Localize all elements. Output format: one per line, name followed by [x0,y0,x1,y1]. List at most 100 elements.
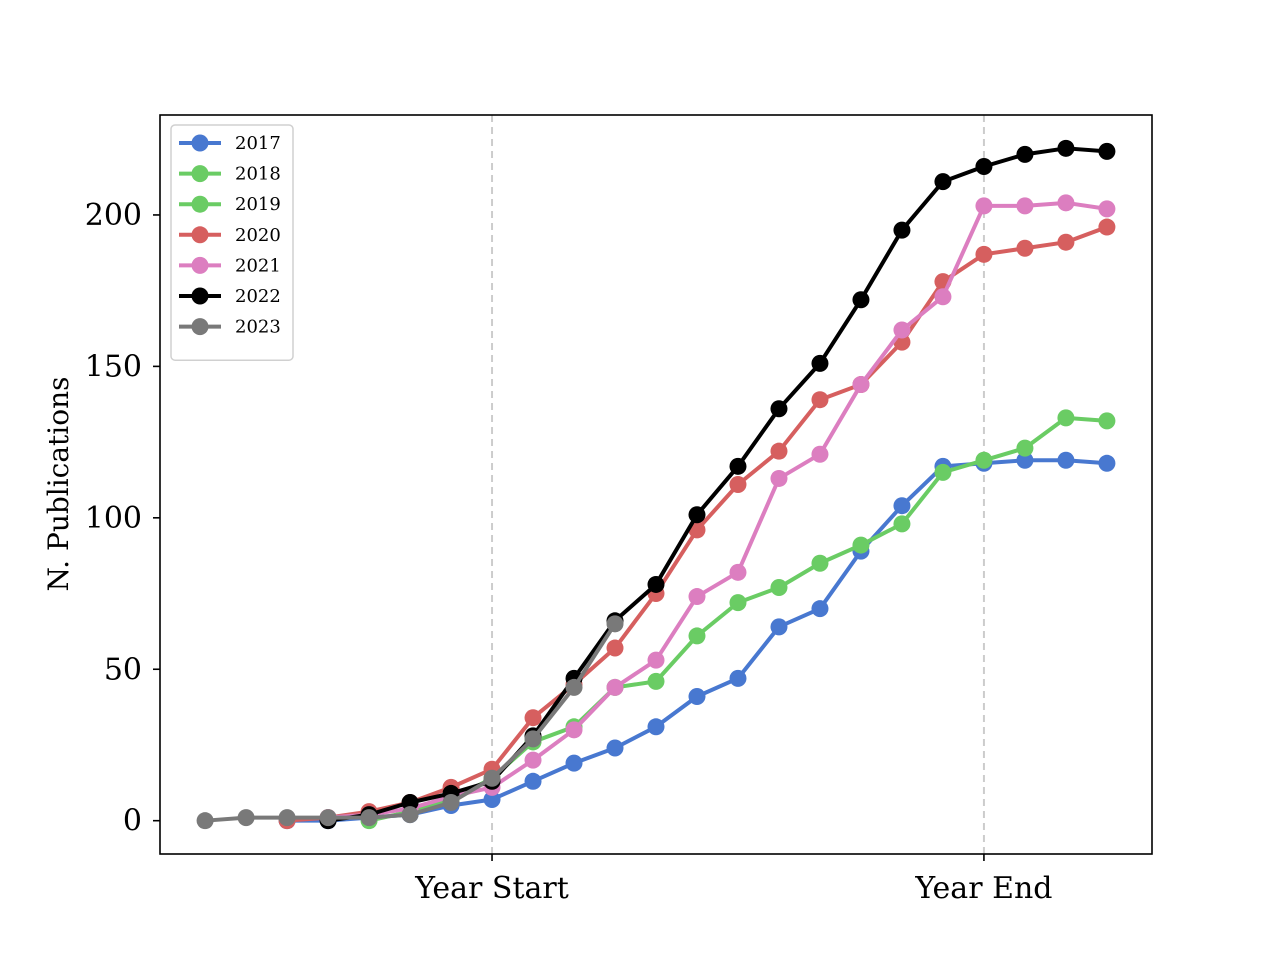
data-point-2017 [1057,451,1075,469]
data-point-2022 [647,575,665,593]
y-axis: 0 50 100 150 200 [85,198,160,839]
data-point-2017 [606,739,624,757]
data-point-2023 [196,812,214,830]
data-point-2023 [524,730,542,748]
data-point-2019 [934,463,952,481]
legend-label: 2017 [235,133,281,154]
data-point-2017 [483,790,501,808]
data-point-2022 [893,221,911,239]
data-point-2021 [565,721,583,739]
data-point-2022 [1098,142,1116,160]
legend-marker [191,134,209,152]
data-point-2020 [975,245,993,263]
data-point-2023 [606,615,624,633]
data-point-2021 [1016,197,1034,215]
series-line-2021 [327,200,1108,820]
data-point-2021 [688,588,706,606]
data-point-2021 [729,563,747,581]
data-point-2017 [647,718,665,736]
data-point-2020 [770,442,788,460]
legend-label: 2020 [235,225,281,246]
data-point-2021 [975,197,993,215]
data-point-2020 [811,391,829,409]
data-point-2020 [1057,233,1075,251]
data-point-2021 [524,751,542,769]
data-point-2022 [852,291,870,309]
data-point-2017 [1098,454,1116,472]
plot-frame [159,114,1153,855]
legend-item-2019: 2019 [179,194,281,215]
data-point-2023 [483,769,501,787]
legend-label: 2023 [235,317,281,338]
legend-label: 2022 [235,286,281,307]
data-point-2019 [647,672,665,690]
y-axis-label: N. Publications [42,376,75,591]
series-2021 [319,194,1116,827]
data-point-2019 [852,536,870,554]
y-tick-label: 50 [104,652,142,687]
data-point-2022 [401,794,419,812]
series-2020 [278,218,1116,830]
data-point-2020 [1098,218,1116,236]
data-point-2023 [565,678,583,696]
data-point-2019 [770,578,788,596]
data-point-2021 [893,321,911,339]
data-point-2019 [975,451,993,469]
y-tick-label: 150 [85,349,142,384]
data-point-2022 [1016,145,1034,163]
data-point-2017 [729,669,747,687]
data-point-2023 [278,809,296,827]
data-point-2017 [688,688,706,706]
x-tick-label: Year End [914,871,1052,906]
series-layer [196,139,1116,830]
legend-marker [191,318,209,336]
data-point-2023 [360,809,378,827]
data-point-2020 [729,476,747,493]
data-point-2020 [606,639,624,657]
data-point-2017 [770,618,788,636]
data-point-2022 [934,173,952,191]
data-point-2019 [1016,439,1034,457]
legend: 2017 2018 2019 2020 2021 2022 2023 [170,124,294,361]
x-axis: Year Start Year End [414,854,1053,906]
data-point-2023 [319,809,337,827]
legend-item-2023: 2023 [179,317,281,338]
legend-item-2018: 2018 [179,164,281,185]
y-tick-label: 0 [123,804,142,839]
y-tick-label: 200 [85,198,142,233]
data-point-2023 [401,806,419,824]
legend-marker [191,287,209,305]
data-point-2021 [647,651,665,669]
data-point-2022 [729,457,747,475]
data-point-2022 [688,506,706,524]
data-point-2022 [770,400,788,418]
legend-marker [191,195,209,213]
data-point-2019 [688,627,706,645]
y-tick-label: 100 [85,501,142,536]
data-point-2021 [1057,194,1075,212]
data-point-2017 [811,600,829,618]
series-2022 [319,139,1116,830]
data-point-2019 [893,515,911,533]
data-point-2017 [565,754,583,772]
legend-item-2020: 2020 [179,225,281,246]
data-point-2021 [811,445,829,463]
reference-lines [491,115,985,854]
data-point-2017 [524,772,542,790]
data-point-2017 [893,497,911,515]
data-point-2021 [1098,200,1116,218]
legend-marker [191,226,209,244]
data-point-2019 [811,554,829,572]
legend-item-2021: 2021 [179,255,281,276]
legend-label: 2021 [235,255,281,276]
data-point-2021 [934,288,952,306]
data-point-2023 [442,794,460,812]
data-point-2020 [524,709,542,727]
legend-item-2022: 2022 [179,286,281,307]
legend-marker [191,256,209,274]
data-point-2022 [1057,139,1075,157]
series-line-2023 [204,622,617,823]
data-point-2021 [770,469,788,487]
series-2023 [196,615,624,830]
